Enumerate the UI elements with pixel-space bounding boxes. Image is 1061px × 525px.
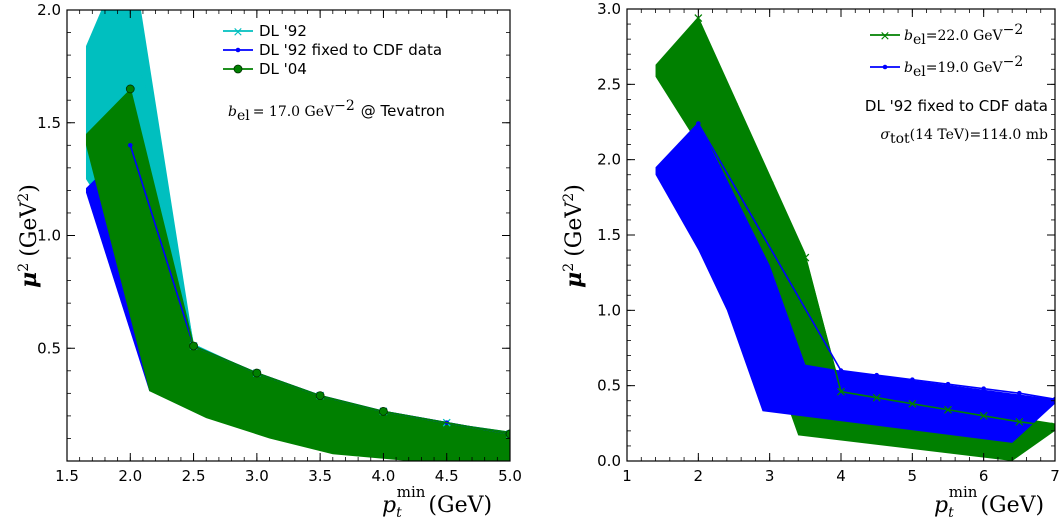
left-y-axis-title: μ2(GeV2) bbox=[16, 184, 42, 288]
left-series-2-point bbox=[315, 391, 325, 401]
legend-entry-dl04: DL '04 bbox=[223, 60, 307, 78]
right-y-axis-title: μ2(GeV2) bbox=[561, 184, 587, 288]
legend-entry-dl92: × DL '92 bbox=[223, 22, 307, 40]
right-x-tick-label: 6 bbox=[979, 467, 989, 485]
right-bands bbox=[655, 16, 1055, 461]
right-series-lines bbox=[694, 14, 1055, 431]
left-series-2-point bbox=[505, 429, 510, 439]
left-x-tick-label: 4.0 bbox=[371, 467, 395, 485]
right-series-1-point bbox=[874, 372, 879, 378]
left-series-2-point bbox=[125, 84, 135, 94]
right-x-tick-label: 5 bbox=[908, 467, 918, 485]
right-annotation-title: DL '92 fixed to CDF data bbox=[865, 97, 1048, 115]
right-y-tick-label: 0.5 bbox=[597, 377, 621, 395]
circle-marker-icon bbox=[233, 64, 243, 74]
right-series-0-point bbox=[1051, 422, 1055, 431]
right-series-0-point bbox=[694, 14, 703, 22]
right-y-tick-label: 1.5 bbox=[597, 226, 621, 244]
right-series-1-band bbox=[655, 122, 1055, 443]
left-x-axis-title: ptmin(GeV) bbox=[382, 483, 492, 521]
legend-label-bel19: bel=19.0 GeV−2 bbox=[904, 54, 1023, 80]
right-x-tick-label: 4 bbox=[836, 467, 846, 485]
right-y-tick-label: 2.0 bbox=[597, 151, 621, 169]
right-series-0-point bbox=[979, 411, 988, 420]
left-series-0-point bbox=[126, 10, 135, 14]
right-series-0-point bbox=[801, 253, 810, 262]
dot-marker-icon bbox=[882, 64, 888, 70]
left-plot-frame bbox=[66, 9, 511, 462]
left-x-tick-label: 5.0 bbox=[498, 467, 522, 485]
left-x-tick-label: 1.5 bbox=[55, 467, 79, 485]
right-series-1-point bbox=[981, 386, 986, 391]
right-series-0-point bbox=[872, 393, 881, 402]
left-y-tick-label: 1.0 bbox=[37, 227, 61, 245]
left-series-lines bbox=[125, 10, 510, 439]
right-annotation-sigma: σtot(14 TeV)=114.0 mb bbox=[880, 127, 1048, 147]
right-series-1-line bbox=[697, 123, 1055, 401]
x-marker-icon: × bbox=[233, 25, 244, 40]
left-series-2-point bbox=[189, 341, 198, 351]
right-x-tick-label: 7 bbox=[1050, 467, 1060, 485]
right-y-tick-label: 0.0 bbox=[597, 452, 621, 470]
right-series-0-point bbox=[944, 405, 952, 414]
legend-label-dl92: DL '92 bbox=[259, 22, 307, 40]
legend-label-dl92-cdf: DL '92 fixed to CDF data bbox=[259, 41, 442, 59]
left-y-tick-label: 1.5 bbox=[37, 114, 61, 132]
right-x-tick-label: 1 bbox=[622, 467, 632, 485]
right-series-1-point bbox=[838, 368, 844, 373]
right-series-0-point bbox=[1015, 417, 1024, 426]
left-series-2-point bbox=[379, 406, 388, 416]
right-x-tick-label: 2 bbox=[694, 467, 704, 485]
right-ticks: 1 2 3 4 5 6 7 0.0 0.5 1.0 1.5 2.0 2.5 3.0 bbox=[597, 0, 1060, 485]
left-annotation: bel = 17.0 GeV−2 @ Tevatron bbox=[228, 98, 445, 124]
left-chart: 1.5 2.0 2.5 3.0 3.5 4.0 4.5 5.0 0.5 1.0 1.5 2.0 μ2(… bbox=[16, 1, 522, 521]
legend-entry-bel22: × bel=22.0 GeV−2 bbox=[870, 22, 1023, 48]
legend-entry-bel19: bel=19.0 GeV−2 bbox=[870, 54, 1023, 80]
left-x-tick-label: 4.5 bbox=[435, 467, 459, 485]
right-series-0-point bbox=[837, 387, 845, 396]
right-series-1-point bbox=[1017, 390, 1022, 396]
right-series-1-point bbox=[945, 381, 951, 387]
left-x-tick-label: 2.0 bbox=[118, 467, 142, 485]
right-y-tick-label: 2.5 bbox=[597, 75, 621, 93]
right-series-1-point bbox=[696, 121, 701, 126]
right-series-0-point bbox=[730, 102, 738, 111]
left-series-2-band bbox=[85, 88, 510, 461]
left-y-tick-label: 2.0 bbox=[37, 1, 61, 19]
left-x-tick-label: 3.0 bbox=[245, 467, 269, 485]
right-chart: 1 2 3 4 5 6 7 0.0 0.5 1.0 1.5 2.0 2.5 3.0 μ2(GeV2) pt… bbox=[561, 0, 1060, 521]
left-ticks: 1.5 2.0 2.5 3.0 3.5 4.0 4.5 5.0 0.5 1.0 1.5 2.0 bbox=[37, 1, 522, 485]
right-series-1-point bbox=[910, 377, 915, 382]
right-y-tick-label: 3.0 bbox=[597, 0, 621, 18]
left-series-2-line bbox=[129, 88, 510, 435]
right-legend: × bel=22.0 GeV−2 bel=19.0 GeV−2 bbox=[870, 22, 1023, 80]
legend-label-dl04: DL '04 bbox=[259, 60, 307, 78]
dot-marker-icon bbox=[235, 47, 241, 53]
left-x-tick-label: 3.5 bbox=[308, 467, 332, 485]
x-marker-icon: × bbox=[880, 29, 891, 44]
left-x-tick-label: 2.5 bbox=[182, 467, 206, 485]
left-series-2-point bbox=[252, 368, 262, 378]
legend-entry-dl92-cdf: DL '92 fixed to CDF data bbox=[223, 41, 442, 59]
left-y-tick-label: 0.5 bbox=[37, 339, 61, 357]
right-y-tick-label: 1.0 bbox=[597, 301, 621, 319]
right-series-0-point bbox=[908, 399, 917, 408]
right-plot-frame bbox=[626, 8, 1056, 462]
right-series-0-point bbox=[765, 181, 774, 190]
left-series-1-point bbox=[127, 143, 133, 148]
legend-label-bel22: bel=22.0 GeV−2 bbox=[904, 22, 1023, 48]
left-legend: × DL '92 DL '92 fixed to CDF data DL '04 bbox=[223, 22, 442, 78]
right-x-tick-label: 3 bbox=[765, 467, 775, 485]
right-x-axis-title: ptmin(GeV) bbox=[934, 483, 1044, 521]
